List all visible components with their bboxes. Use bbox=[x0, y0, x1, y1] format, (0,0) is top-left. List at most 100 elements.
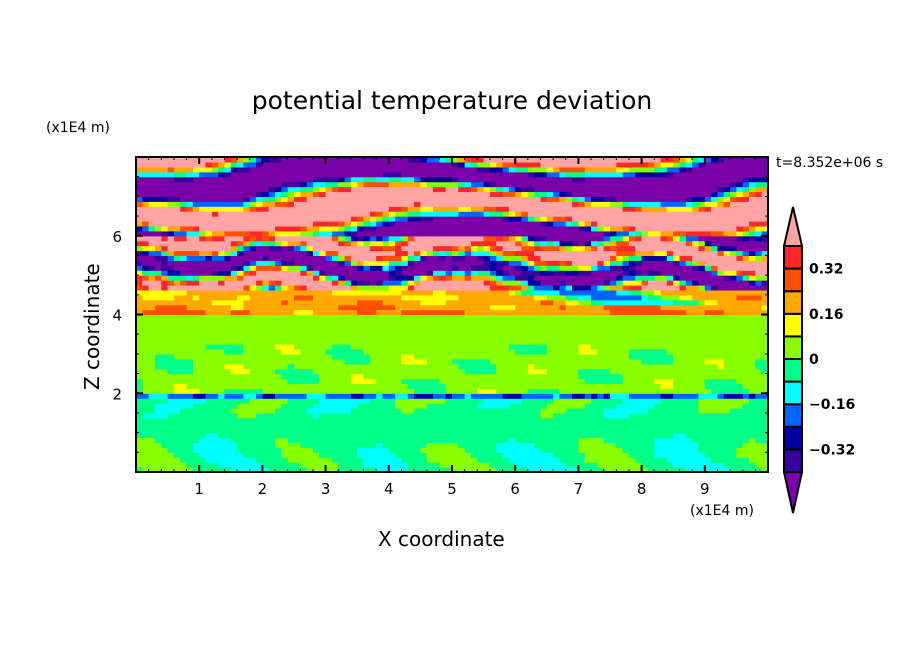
heatmap-cell bbox=[407, 358, 415, 365]
heatmap-cell bbox=[489, 457, 497, 463]
heatmap-cell bbox=[610, 437, 617, 444]
heatmap-cell bbox=[502, 388, 510, 394]
heatmap-cell bbox=[464, 235, 472, 242]
heatmap-cell bbox=[610, 265, 617, 271]
heatmap-cell bbox=[350, 393, 358, 399]
heatmap-cell bbox=[591, 467, 598, 473]
heatmap-cell bbox=[161, 368, 169, 375]
heatmap-cell bbox=[268, 427, 276, 434]
heatmap-cell bbox=[300, 348, 308, 355]
heatmap-cell bbox=[761, 358, 769, 365]
heatmap-cell bbox=[211, 284, 219, 291]
heatmap-cell bbox=[224, 462, 232, 468]
heatmap-cell bbox=[224, 275, 232, 281]
heatmap-cell bbox=[312, 457, 320, 463]
heatmap-cell bbox=[717, 250, 725, 257]
heatmap-cell bbox=[685, 452, 693, 458]
heatmap-cell bbox=[275, 427, 282, 434]
heatmap-cell bbox=[458, 378, 466, 385]
heatmap-cell bbox=[483, 240, 491, 247]
heatmap-cell bbox=[534, 235, 542, 242]
heatmap-cell bbox=[376, 363, 384, 370]
heatmap-cell bbox=[660, 353, 668, 360]
heatmap-cell bbox=[704, 245, 712, 252]
heatmap-cell bbox=[572, 447, 579, 453]
heatmap-cell bbox=[749, 294, 756, 301]
heatmap-cell bbox=[597, 403, 605, 409]
heatmap-cell bbox=[256, 442, 263, 448]
heatmap-cell bbox=[654, 255, 662, 261]
heatmap-cell bbox=[717, 427, 725, 434]
heatmap-cell bbox=[742, 368, 750, 375]
heatmap-cell bbox=[161, 284, 169, 291]
heatmap-cell bbox=[262, 260, 270, 266]
heatmap-cell bbox=[546, 314, 554, 321]
heatmap-cell bbox=[477, 314, 485, 321]
heatmap-cell bbox=[395, 280, 403, 286]
heatmap-cell bbox=[527, 260, 535, 266]
heatmap-cell bbox=[218, 452, 226, 458]
heatmap-cell bbox=[610, 378, 617, 385]
heatmap-cell bbox=[723, 412, 731, 419]
heatmap-cell bbox=[350, 260, 358, 266]
heatmap-cell bbox=[502, 275, 510, 281]
heatmap-cell bbox=[654, 225, 662, 232]
heatmap-cell bbox=[325, 329, 333, 335]
heatmap-cell bbox=[464, 230, 472, 237]
heatmap-cell bbox=[275, 275, 282, 281]
heatmap-cell bbox=[515, 314, 523, 321]
heatmap-cell bbox=[622, 245, 630, 252]
heatmap-cell bbox=[534, 348, 542, 355]
heatmap-cell bbox=[445, 324, 453, 330]
heatmap-cell bbox=[540, 344, 548, 350]
heatmap-cell bbox=[628, 294, 636, 301]
heatmap-cell bbox=[578, 270, 586, 276]
heatmap-cell bbox=[610, 245, 617, 252]
heatmap-cell bbox=[205, 230, 213, 237]
heatmap-cell bbox=[344, 260, 352, 266]
heatmap-cell bbox=[294, 437, 301, 444]
heatmap-cell bbox=[426, 437, 434, 444]
heatmap-cell bbox=[331, 240, 339, 247]
heatmap-cell bbox=[704, 255, 712, 261]
heatmap-cell bbox=[388, 412, 396, 419]
heatmap-cell bbox=[401, 260, 409, 266]
heatmap-cell bbox=[635, 235, 643, 242]
heatmap-cell bbox=[357, 339, 365, 345]
heatmap-cell bbox=[622, 240, 630, 247]
heatmap-cell bbox=[420, 363, 428, 370]
heatmap-cell bbox=[199, 275, 207, 281]
heatmap-cell bbox=[654, 462, 662, 468]
heatmap-cell bbox=[224, 393, 232, 399]
heatmap-cell bbox=[502, 432, 510, 439]
heatmap-cell bbox=[458, 260, 466, 266]
heatmap-cell bbox=[458, 230, 466, 237]
heatmap-cell bbox=[148, 412, 156, 419]
heatmap-cell bbox=[230, 304, 238, 311]
heatmap-cell bbox=[515, 363, 523, 370]
heatmap-cell bbox=[565, 373, 573, 380]
heatmap-cell bbox=[502, 334, 510, 340]
heatmap-cell bbox=[508, 417, 516, 424]
heatmap-cell bbox=[154, 324, 162, 330]
heatmap-cell bbox=[654, 339, 662, 345]
heatmap-cell bbox=[161, 314, 169, 321]
heatmap-cell bbox=[237, 422, 245, 429]
heatmap-cell bbox=[470, 467, 478, 473]
heatmap-cell bbox=[628, 452, 636, 458]
heatmap-cell bbox=[382, 378, 390, 385]
heatmap-cell bbox=[319, 432, 327, 439]
heatmap-cell bbox=[338, 280, 346, 286]
heatmap-cell bbox=[357, 230, 365, 237]
heatmap-cell bbox=[205, 353, 213, 360]
heatmap-cell bbox=[319, 284, 327, 291]
heatmap-cell bbox=[692, 398, 700, 404]
heatmap-cell bbox=[622, 447, 630, 453]
heatmap-cell bbox=[369, 363, 377, 370]
heatmap-cell bbox=[136, 294, 143, 301]
heatmap-cell bbox=[692, 427, 700, 434]
heatmap-cell bbox=[723, 427, 731, 434]
heatmap-cell bbox=[508, 294, 516, 301]
heatmap-cell bbox=[224, 230, 232, 237]
heatmap-cell bbox=[736, 348, 744, 355]
